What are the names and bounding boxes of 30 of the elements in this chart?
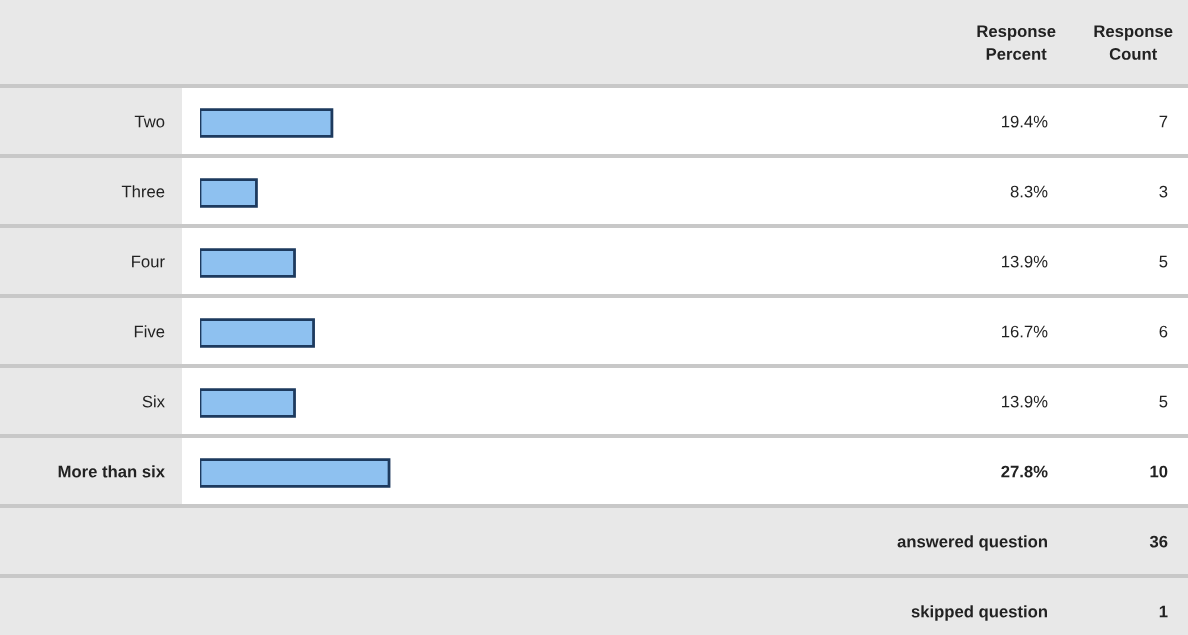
data-label: 27.8% xyxy=(1001,465,1048,478)
text: 3 xyxy=(1159,185,1168,198)
text: 7 xyxy=(1159,115,1168,128)
data-label: 16.7% xyxy=(1002,325,1048,338)
text: 36 xyxy=(1149,535,1168,548)
y-tick-label: More than six xyxy=(58,465,165,478)
bar xyxy=(200,108,334,138)
text: 6 xyxy=(1159,325,1168,338)
text: Response Percent xyxy=(977,25,1056,60)
bar xyxy=(200,318,315,348)
bar xyxy=(200,388,296,418)
text: 10 xyxy=(1150,465,1168,478)
text: 5 xyxy=(1159,395,1168,408)
y-tick-label: Two xyxy=(134,115,165,128)
data-label: 13.9% xyxy=(1002,395,1048,408)
bar xyxy=(200,178,258,208)
data-label: 8.3% xyxy=(1010,185,1048,198)
y-tick-label: Six xyxy=(142,395,165,408)
text: 5 xyxy=(1159,255,1168,268)
text: answered question xyxy=(897,535,1047,551)
data-label: 13.9% xyxy=(1002,255,1048,268)
bar xyxy=(200,248,296,278)
bar xyxy=(200,458,391,488)
data-label: 19.4% xyxy=(1002,115,1048,128)
text: Response Count xyxy=(1094,25,1173,60)
y-tick-label: Three xyxy=(121,185,165,198)
text: skipped question xyxy=(911,605,1047,621)
text: 1 xyxy=(1159,605,1168,618)
y-tick-label: Five xyxy=(134,325,165,338)
y-tick-label: Four xyxy=(132,255,165,268)
